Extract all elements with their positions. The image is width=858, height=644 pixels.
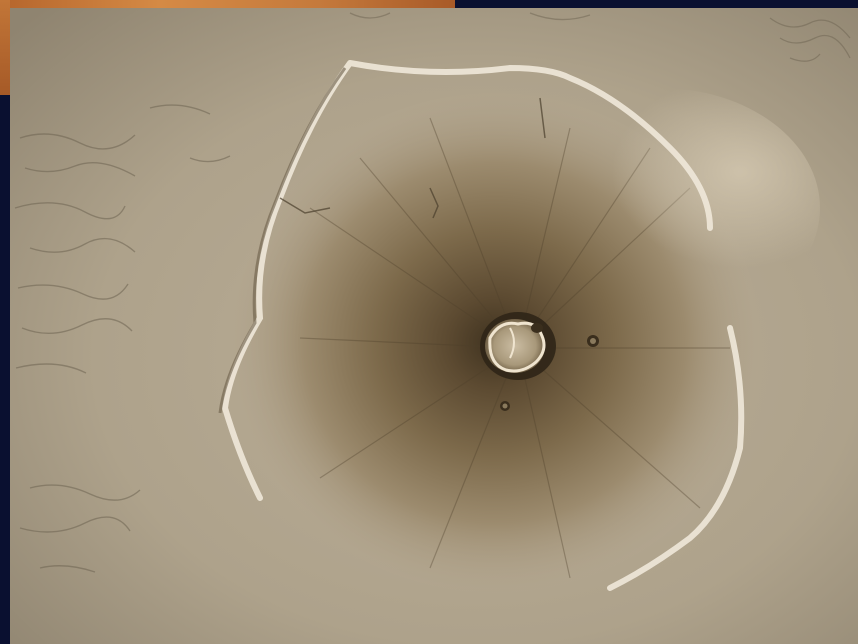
orange-left-strip: [0, 0, 10, 95]
left-textured-terrain: [14, 104, 231, 573]
volcano-photograph: [10, 8, 858, 644]
surface-cracks: [279, 97, 546, 219]
summit-caldera: [480, 312, 556, 380]
top-right-terrain: [349, 12, 851, 62]
escarpment-shadow: [218, 67, 347, 414]
atmospheric-haze: [500, 88, 820, 328]
small-craters: [500, 335, 599, 411]
orange-top-strip: [0, 0, 455, 8]
basal-escarpment: [221, 60, 745, 591]
volcano-svg: [10, 8, 858, 644]
